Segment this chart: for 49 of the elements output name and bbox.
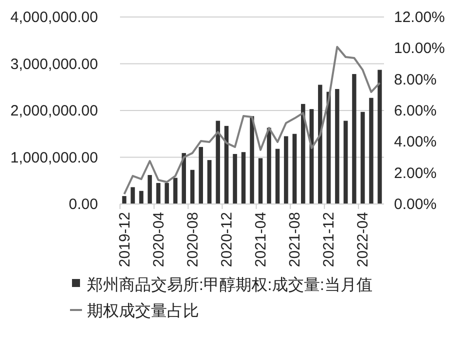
- bar: [232, 154, 238, 204]
- x-tick-label: 2020-12: [218, 212, 236, 268]
- y-tick-label: 4,000,000.00: [10, 9, 98, 26]
- bar: [139, 190, 144, 204]
- x-tick-label: 2020-04: [150, 212, 168, 268]
- x-tick-label: 2021-12: [320, 212, 338, 268]
- x-tick-label: 2021-04: [252, 212, 270, 268]
- y-tick-label: 2,000,000.00: [10, 102, 98, 120]
- bar: [300, 104, 306, 204]
- y2-tick-label: 0.00%: [394, 196, 437, 213]
- bar: [335, 88, 340, 204]
- bar: [318, 84, 322, 204]
- y-tick-label: 1,000,000.00: [10, 149, 98, 166]
- line-series: [123, 46, 381, 196]
- bar: [352, 74, 356, 204]
- bar: [344, 120, 348, 204]
- x-tick-label: 2019-12: [116, 212, 134, 268]
- y2-tick-label: 6.00%: [394, 102, 437, 120]
- bar: [122, 196, 126, 204]
- bar: [258, 158, 263, 204]
- bar: [224, 126, 229, 204]
- bar: [292, 134, 297, 204]
- bar: [207, 160, 212, 204]
- y-tick-label: 0.00: [68, 196, 98, 213]
- legend-label: 期权成交量占比: [87, 302, 199, 320]
- y2-tick-label: 8.00%: [394, 71, 437, 88]
- y2-tick-label: 2.00%: [394, 164, 437, 182]
- y-tick-label: 3,000,000.00: [10, 56, 98, 73]
- bar: [148, 175, 152, 204]
- bar: [369, 98, 374, 204]
- y2-tick-label: 10.00%: [394, 40, 445, 58]
- x-tick-label: 2021-08: [286, 212, 304, 268]
- y2-tick-label: 4.00%: [394, 134, 437, 151]
- bar: [275, 148, 280, 204]
- bar: [164, 182, 169, 204]
- bar: [378, 70, 382, 204]
- bar: [156, 182, 160, 204]
- bar: [190, 170, 194, 204]
- bar: [216, 120, 220, 204]
- bar: [198, 146, 204, 204]
- bar: [241, 152, 246, 204]
- bar: [360, 112, 365, 204]
- x-tick-label: 2020-08: [184, 212, 202, 268]
- bar: [130, 187, 135, 204]
- legend-label: 郑州商品交易所:甲醇期权:成交量:当月值: [87, 276, 372, 294]
- bar: [173, 178, 178, 204]
- x-tick-label: 2022-04: [354, 212, 372, 268]
- y2-tick-label: 12.00%: [394, 9, 445, 26]
- bar: [284, 136, 288, 204]
